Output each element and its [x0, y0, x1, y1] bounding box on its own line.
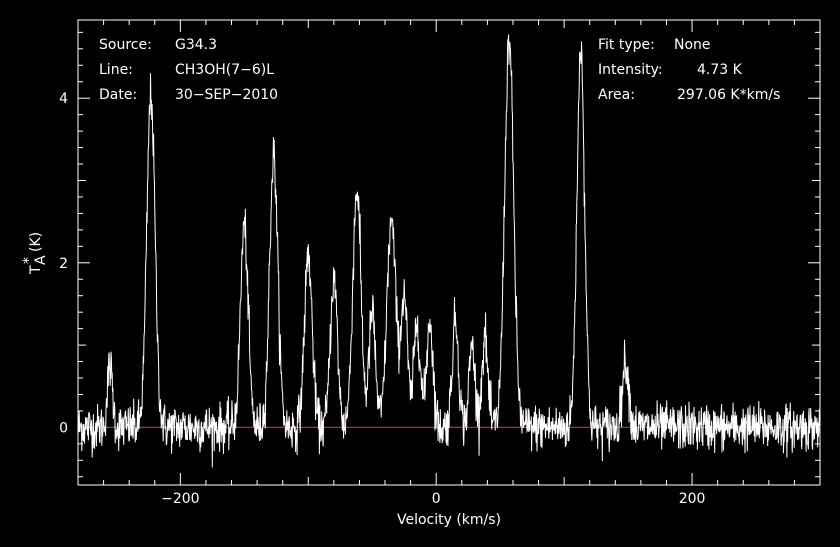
y-axis-label: T A * (K): [21, 232, 49, 275]
intensity-label: Intensity:: [598, 62, 663, 78]
intensity-value: 4.73 K: [697, 62, 743, 78]
axis-ticks: [77, 20, 821, 485]
y-tick-label-0: 0: [59, 420, 68, 436]
y-axis-label-sup: *: [21, 257, 37, 264]
y-axis-label-main: T: [28, 265, 44, 275]
x-tick-label-200: 200: [679, 491, 706, 507]
line-value: CH3OH(7−6)L: [175, 62, 274, 78]
fit-type-label: Fit type:: [598, 37, 655, 53]
y-tick-label-4: 4: [59, 91, 68, 107]
source-value: G34.3: [175, 37, 217, 53]
area-value: 297.06 K*km/s: [677, 87, 780, 103]
x-tick-label-0: 0: [432, 491, 441, 507]
x-tick-label-neg200: −200: [161, 491, 199, 507]
date-value: 30−SEP−2010: [175, 87, 278, 103]
spectrum-line: [77, 34, 821, 468]
area-label: Area:: [598, 87, 635, 103]
x-axis-label: Velocity (km/s): [397, 512, 501, 528]
plot-frame: [77, 19, 821, 486]
y-tick-label-2: 2: [59, 256, 68, 272]
y-axis-label-unit: (K): [28, 232, 44, 252]
date-label: Date:: [99, 87, 137, 103]
y-axis-label-sub: A: [33, 255, 49, 265]
fit-type-value: None: [674, 37, 711, 53]
source-label: Source:: [99, 37, 152, 53]
line-label: Line:: [99, 62, 133, 78]
